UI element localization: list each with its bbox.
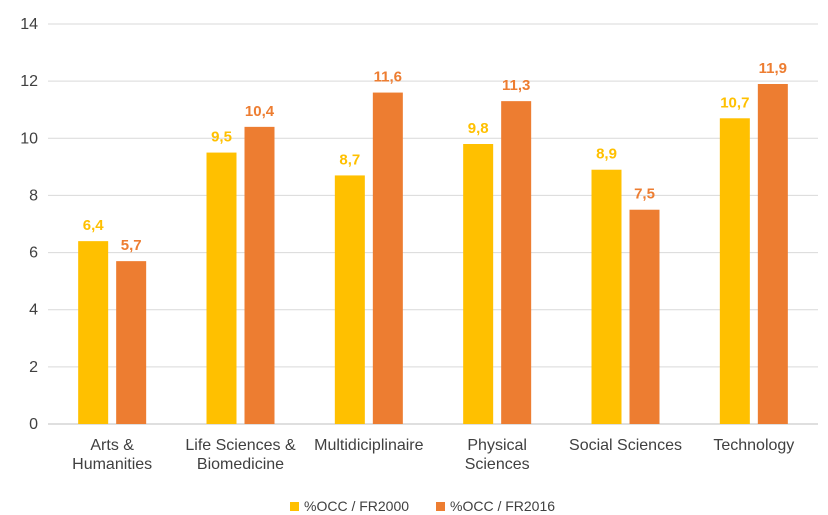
bar-series-1 [78,241,109,424]
bar-series-2 [501,101,532,425]
legend-label: %OCC / FR2000 [304,498,409,514]
y-axis: 0 2 4 6 8 10 12 14 [20,16,38,433]
data-label: 11,6 [374,69,402,86]
data-label: 9,8 [468,120,489,137]
bar-series-1 [591,169,622,424]
bar-series-2 [116,261,147,424]
bar-series-1 [463,144,494,424]
y-tick-label: 2 [29,359,38,376]
data-label: 6,4 [83,217,105,234]
bar-series-2 [757,84,788,424]
x-tick-label: Multidiciplinaire [314,437,423,454]
data-label: 11,3 [502,77,530,94]
y-tick-label: 4 [29,302,38,319]
x-axis: Arts & Humanities Life Sciences & Biomedici… [72,437,794,473]
x-tick-label: Life Sciences & Biomedicine [185,437,296,473]
y-tick-label: 8 [29,187,38,204]
legend-swatch [436,502,445,511]
x-tick-label: Physical Sciences [465,437,530,473]
legend: %OCC / FR2000 %OCC / FR2016 [290,498,555,514]
gridlines [48,23,818,425]
bar-series-2 [372,92,403,425]
data-labels: 6,4 5,7 9,5 10,4 8,7 11,6 9,8 11,3 8,9 7,5 10,7 11,… [83,60,787,254]
data-label: 7,5 [634,186,655,203]
y-tick-label: 14 [20,16,38,33]
bars [78,84,788,425]
x-tick-label: Arts & Humanities [72,437,152,473]
data-label: 8,7 [339,151,360,168]
bar-series-1 [206,152,237,425]
y-tick-label: 0 [29,416,38,433]
bar-series-2 [629,209,660,424]
bar-series-2 [244,126,275,424]
legend-label: %OCC / FR2016 [450,498,555,514]
data-label: 11,9 [759,60,787,77]
y-tick-label: 12 [20,73,38,90]
bar-series-1 [334,175,365,424]
data-label: 10,4 [245,103,275,120]
data-label: 10,7 [720,94,749,111]
y-tick-label: 10 [20,130,38,147]
x-tick-label: Social Sciences [569,437,682,454]
data-label: 8,9 [596,146,617,163]
bar-series-1 [719,118,750,425]
data-label: 9,5 [211,129,232,146]
legend-swatch [290,502,299,511]
data-label: 5,7 [121,237,142,254]
x-tick-label: Technology [713,437,794,454]
y-tick-label: 6 [29,245,38,262]
